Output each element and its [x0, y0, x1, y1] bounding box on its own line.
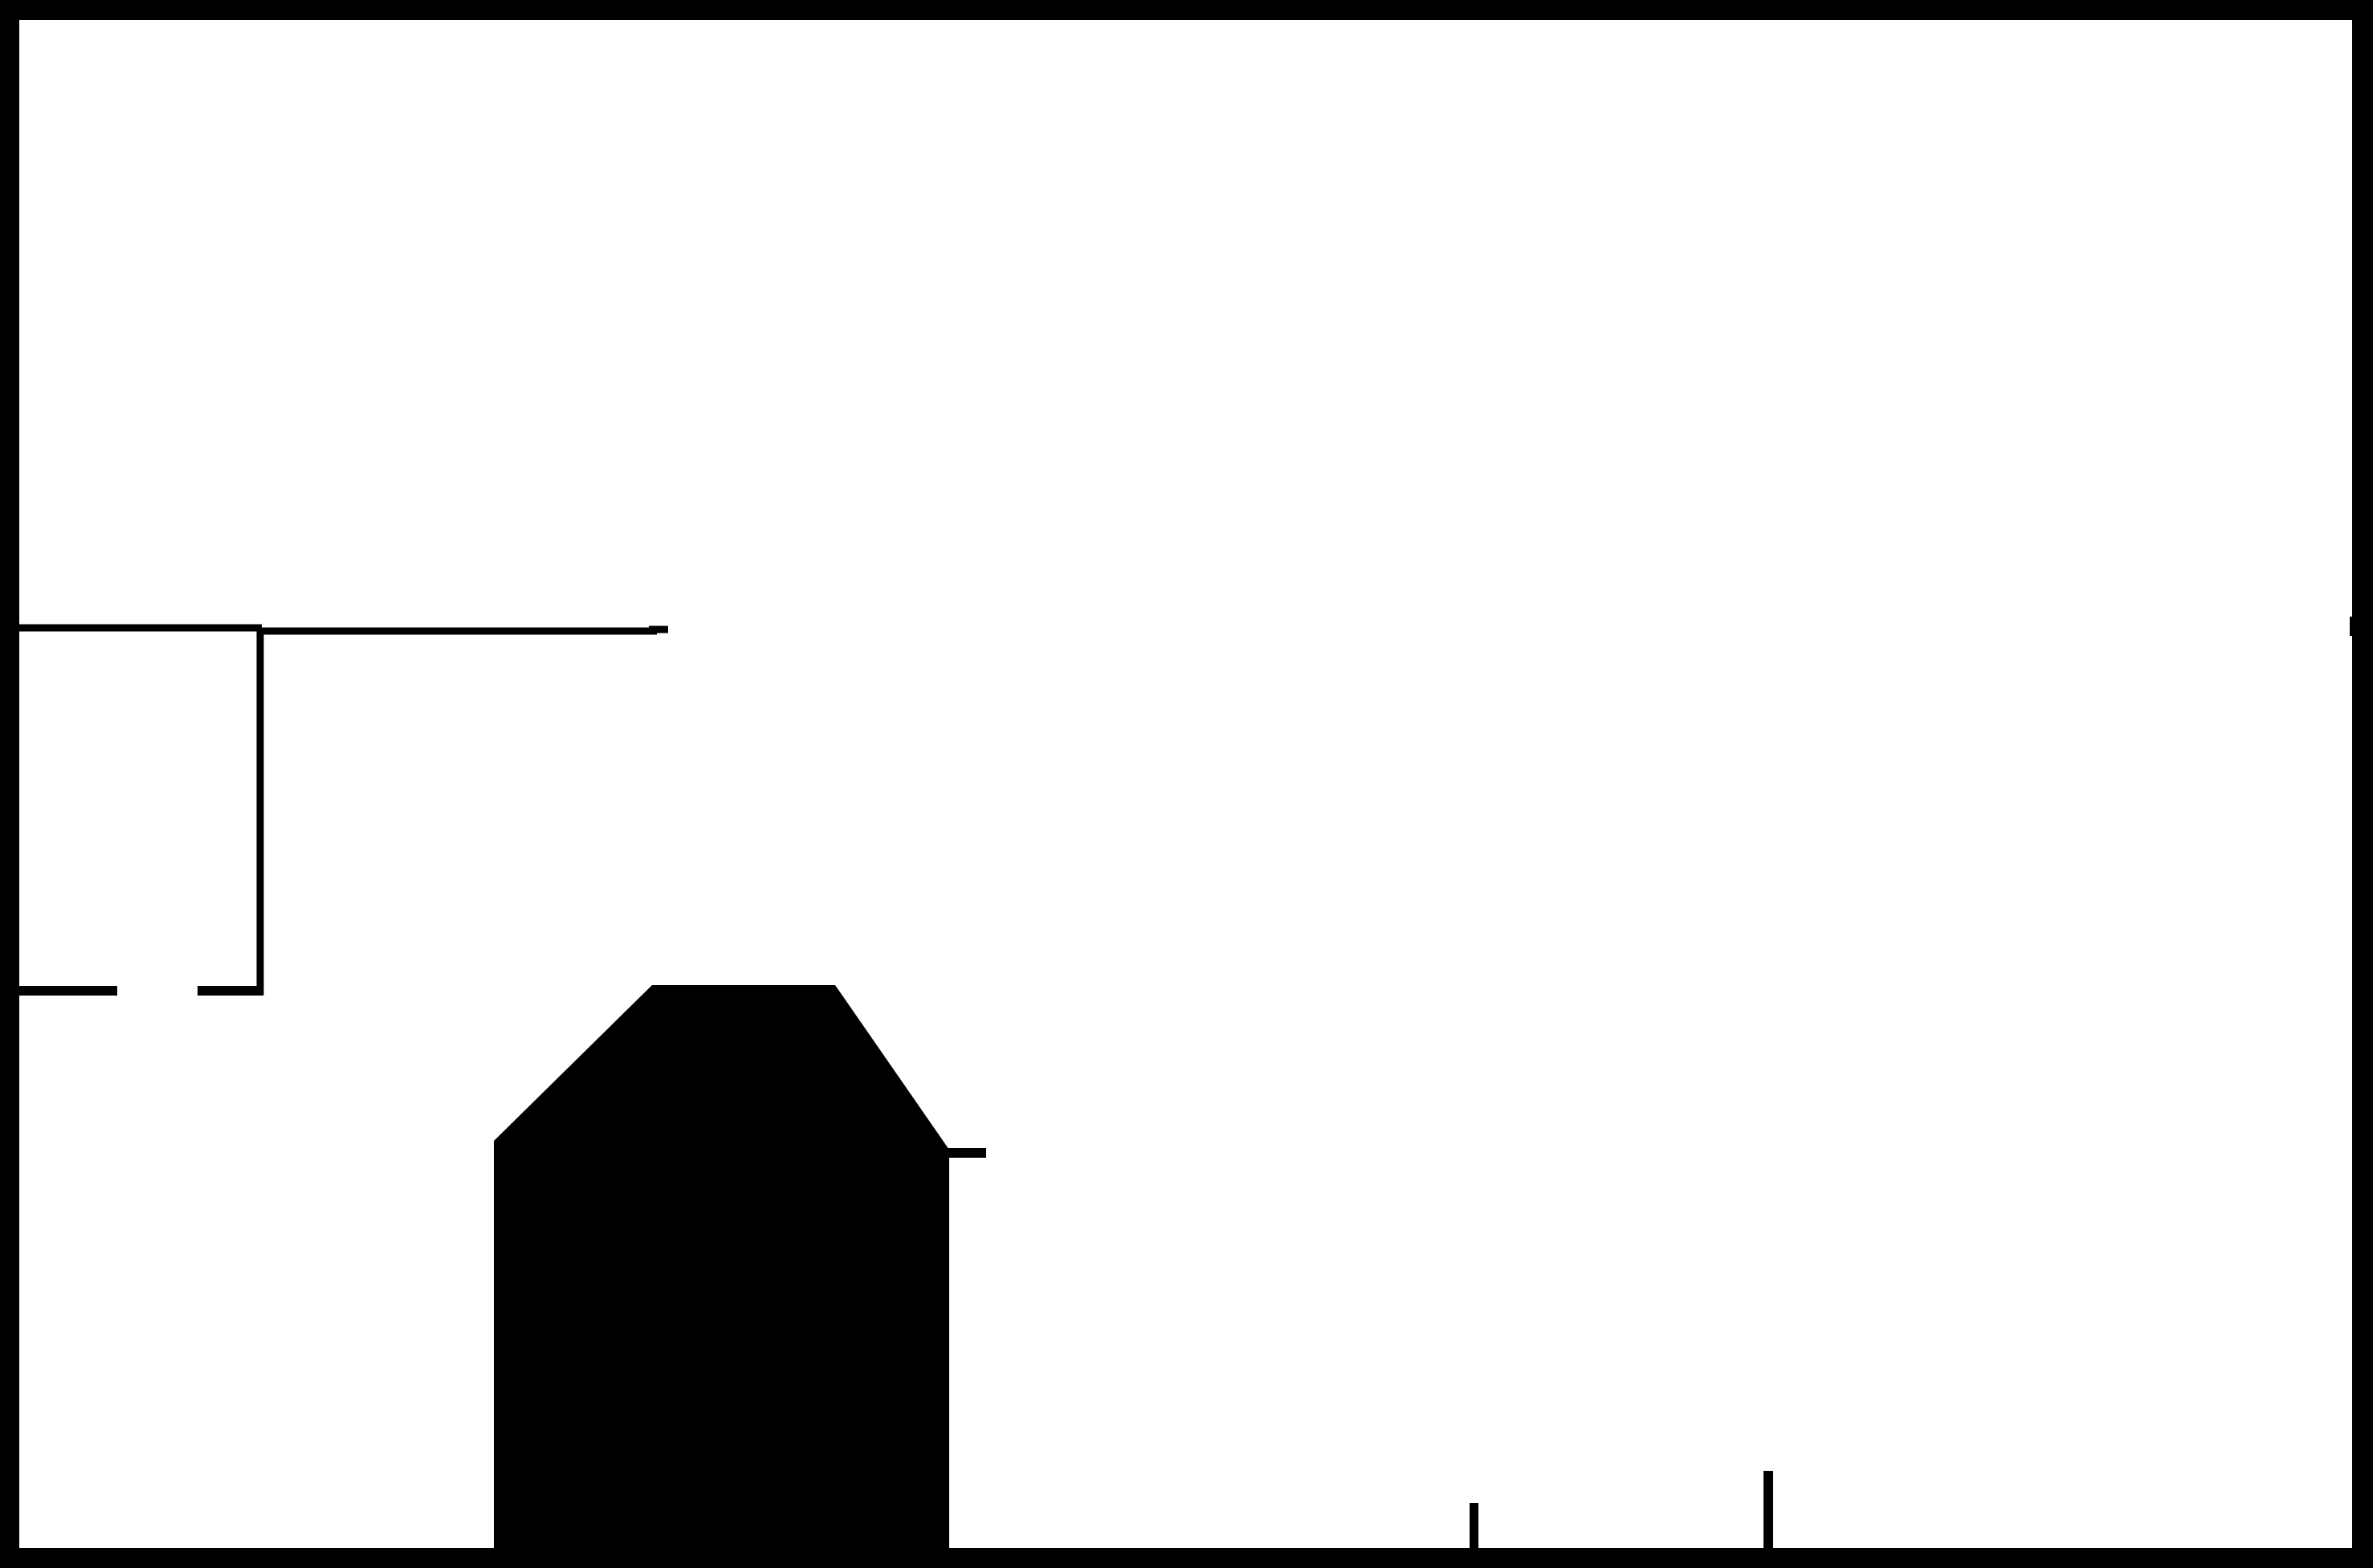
right-wall-notch: [2350, 617, 2354, 636]
door-opening: [117, 984, 198, 997]
outer-wall-left: [0, 0, 19, 1568]
outer-wall-right: [2352, 0, 2373, 1568]
filled-block: [494, 985, 949, 1550]
bottom-markers: [1470, 1471, 1773, 1550]
solid-structure: [494, 985, 986, 1550]
upper-left-room: [19, 624, 668, 997]
marker-short: [1470, 1503, 1478, 1550]
marker-tall: [1763, 1471, 1773, 1550]
outer-wall-top: [0, 0, 2373, 20]
outer-wall-bottom: [0, 1548, 2373, 1568]
